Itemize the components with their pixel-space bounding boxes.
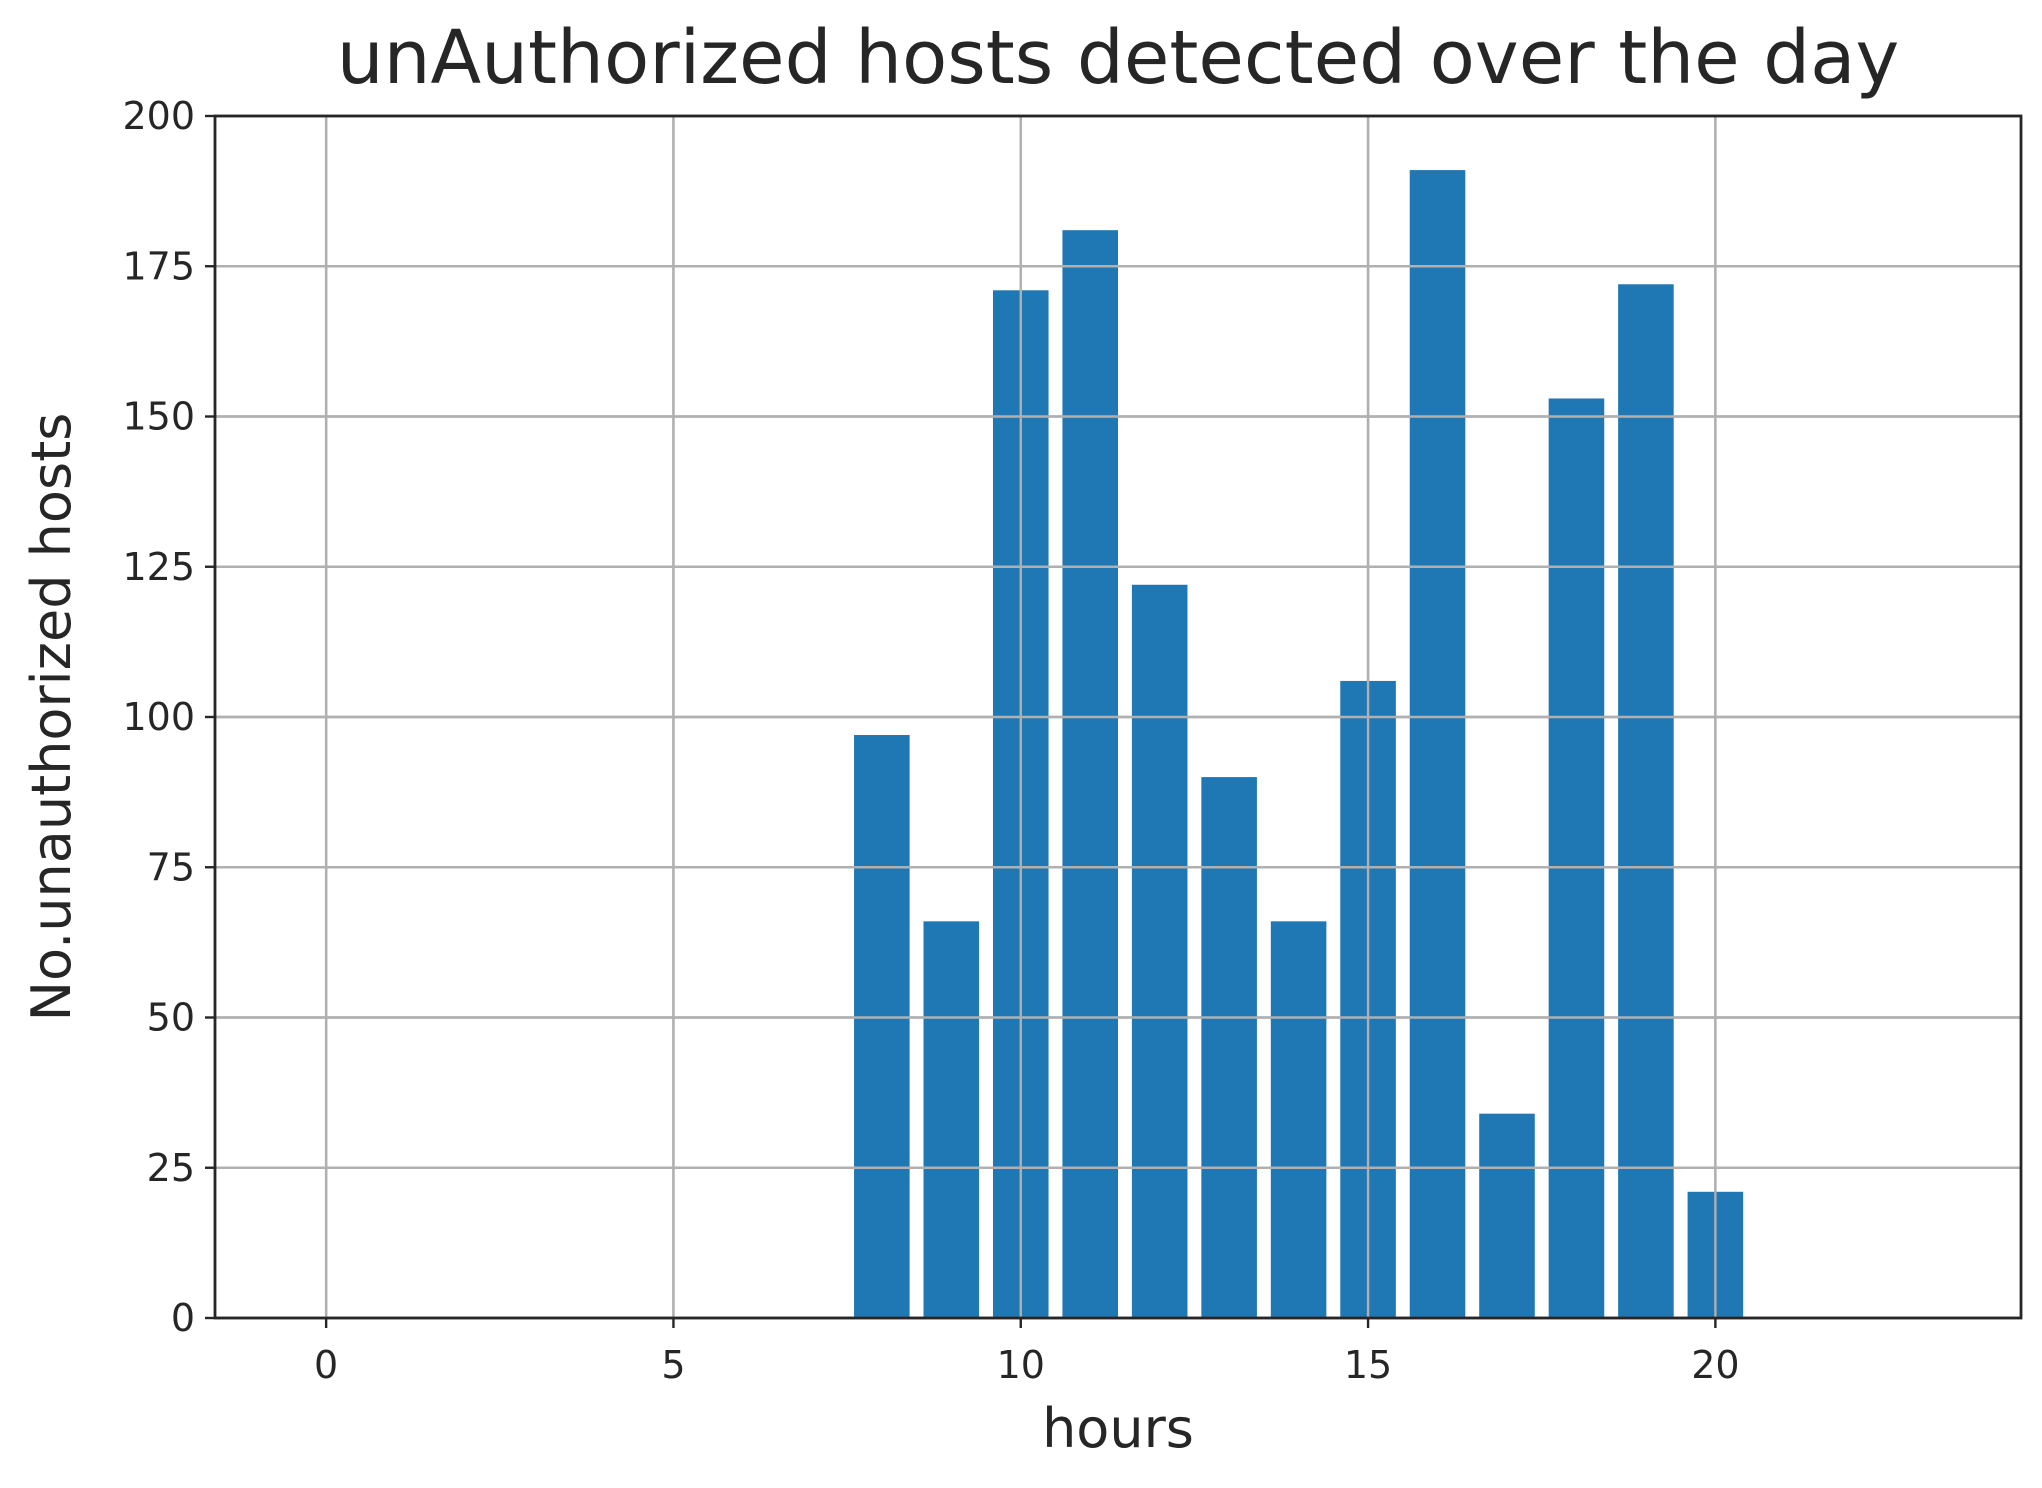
chart-title: unAuthorized hosts detected over the day	[337, 15, 1900, 101]
y-tick-label: 0	[171, 1296, 195, 1340]
bar	[1131, 584, 1188, 1318]
bar	[1548, 398, 1605, 1319]
y-tick-label: 150	[122, 395, 195, 439]
y-tick-label: 200	[122, 94, 195, 138]
bar	[1409, 170, 1466, 1319]
x-axis-label: hours	[1042, 1397, 1194, 1460]
y-tick-label: 100	[122, 695, 195, 739]
y-tick-label: 75	[147, 845, 195, 889]
bar	[1062, 230, 1118, 1319]
x-tick-label: 5	[661, 1343, 685, 1387]
bar	[1479, 1113, 1535, 1318]
bar	[1618, 284, 1674, 1318]
bar	[1270, 921, 1327, 1318]
bar	[1201, 777, 1257, 1318]
y-tick-label: 50	[147, 996, 195, 1040]
x-tick-label: 20	[1691, 1343, 1739, 1387]
y-tick-label: 125	[122, 545, 195, 589]
y-axis-label: No.unauthorized hosts	[20, 413, 83, 1022]
plot-area-frame	[213, 114, 2023, 1320]
x-tick-label: 0	[314, 1343, 338, 1387]
bar	[923, 921, 980, 1318]
x-tick-label: 10	[997, 1343, 1045, 1387]
y-tick-label: 25	[147, 1146, 195, 1190]
bar	[854, 735, 910, 1318]
x-tick-label: 15	[1344, 1343, 1392, 1387]
bars	[215, 114, 2021, 1320]
y-tick-label: 175	[122, 244, 195, 288]
